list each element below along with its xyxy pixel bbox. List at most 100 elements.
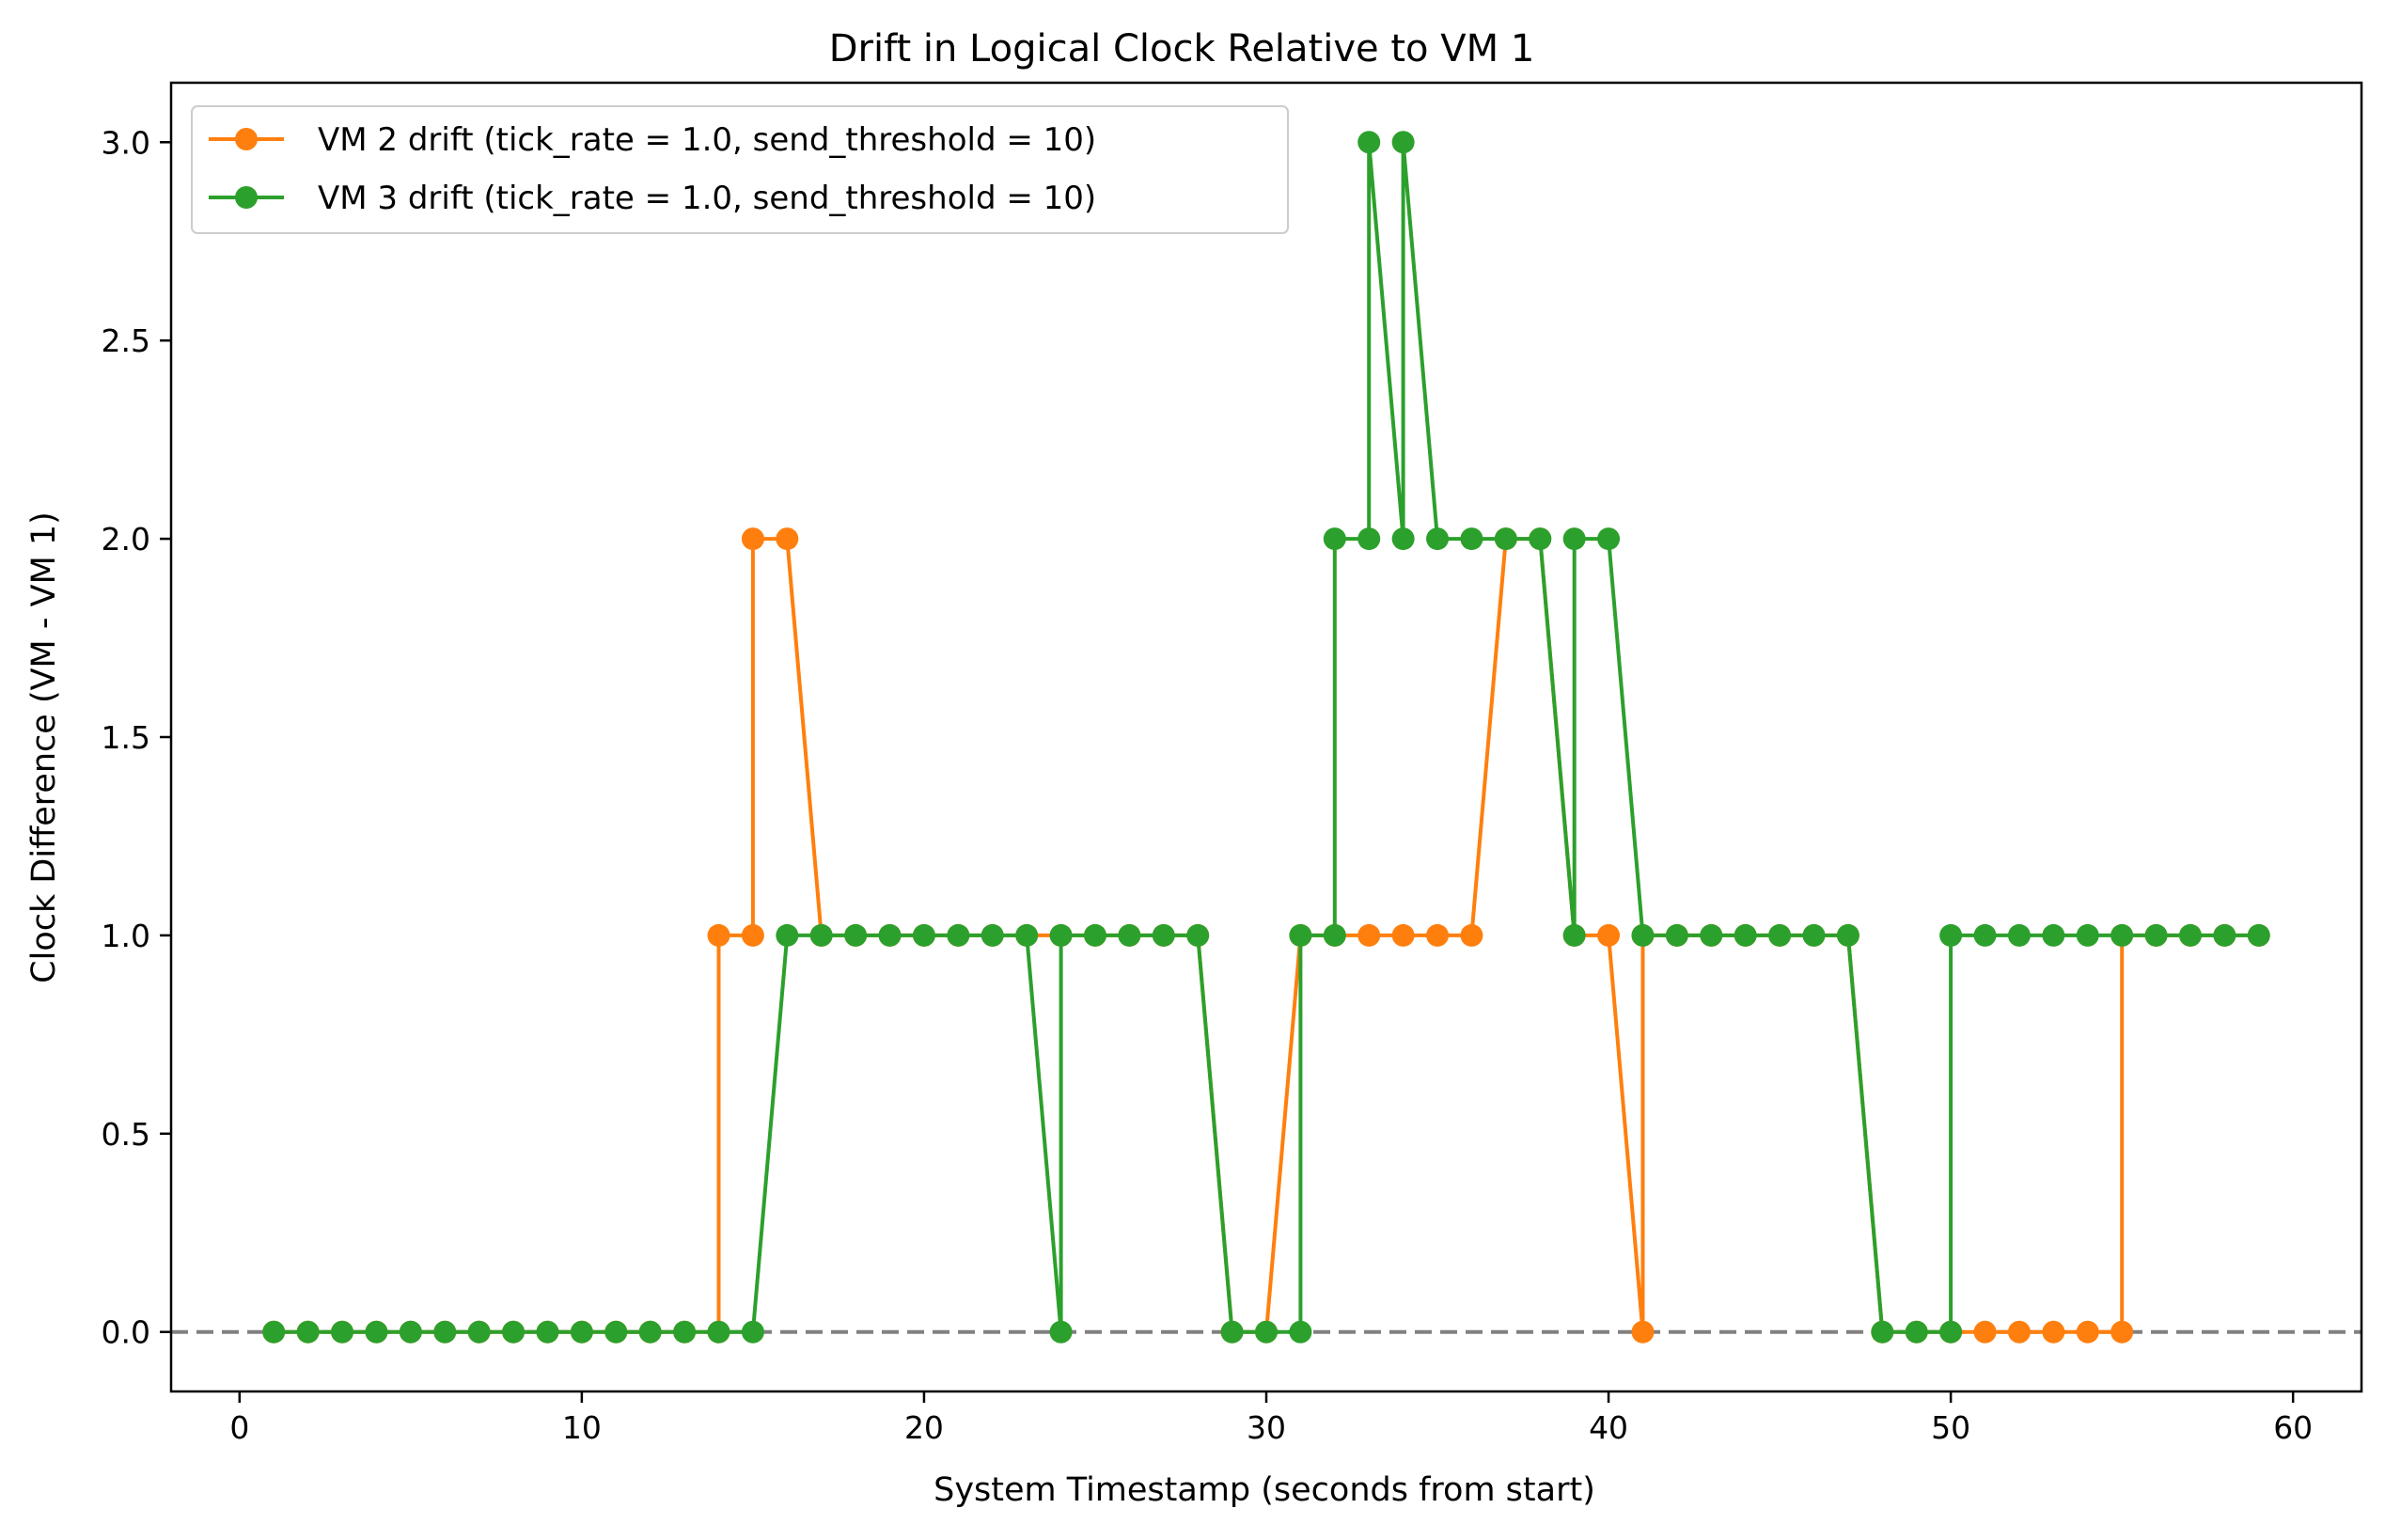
data-point-vm2-37 (1460, 923, 1483, 947)
data-point-vm2-42 (1631, 1320, 1655, 1344)
y-tick-label-2: 1.0 (102, 918, 150, 954)
data-point-vm3-35 (1357, 527, 1381, 551)
x-tick-label-50: 50 (1931, 1409, 1970, 1446)
x-tick-label-60: 60 (2273, 1409, 2313, 1446)
data-point-vm3-47 (1665, 923, 1688, 947)
x-tick-label-0: 0 (229, 1409, 249, 1446)
data-point-vm3-13 (707, 1320, 730, 1344)
data-point-vm2-57 (2110, 1320, 2134, 1344)
axes: 0 10 20 30 40 50 60 0.0 0.5 1.0 1.5 2.0 2.5 3.0 (102, 81, 2363, 1446)
data-point-vm3-65 (2247, 923, 2270, 947)
data-point-vm3-50 (1768, 923, 1792, 947)
data-point-vm3-6 (467, 1320, 491, 1344)
y-tick-label-0: 0.0 (102, 1314, 150, 1351)
data-point-vm2-15 (741, 923, 764, 947)
data-point-vm2-36 (1426, 923, 1450, 947)
data-point-vm3-26 (1118, 923, 1141, 947)
legend-label-vm2: VM 2 drift (tick_rate = 1.0, send_thresh… (318, 121, 1096, 159)
data-point-vm3-15 (776, 923, 799, 947)
data-point-vm3-16 (809, 923, 833, 947)
data-point-vm3-53 (1871, 1320, 1894, 1344)
data-point-vm3-59 (2042, 923, 2065, 947)
data-point-vm3-14 (741, 1320, 764, 1344)
plot-area (171, 131, 2361, 1344)
x-axis-label: System Timestamp (seconds from start) (934, 1471, 1595, 1509)
x-tick-label-10: 10 (562, 1409, 602, 1446)
data-point-vm3-19 (912, 923, 935, 947)
x-tick-label-40: 40 (1589, 1409, 1628, 1446)
data-point-vm3-11 (638, 1320, 662, 1344)
data-point-vm3-37 (1391, 527, 1415, 551)
data-point-vm3-40 (1460, 527, 1483, 551)
data-point-vm3-61 (2110, 923, 2134, 947)
y-tick-label-1: 0.5 (102, 1116, 150, 1153)
data-point-vm3-32 (1289, 923, 1312, 947)
y-tick-label-6: 3.0 (102, 124, 150, 161)
y-tick-label-5: 2.5 (102, 322, 150, 359)
x-tick-label-20: 20 (904, 1409, 944, 1446)
data-point-vm3-39 (1426, 527, 1450, 551)
data-point-vm2-56 (2076, 1320, 2099, 1344)
legend-marker-vm2 (235, 128, 258, 150)
data-point-vm3-5 (433, 1320, 457, 1344)
data-point-vm3-4 (399, 1320, 422, 1344)
data-point-vm3-1 (296, 1320, 320, 1344)
data-point-vm3-43 (1562, 923, 1586, 947)
data-point-vm3-57 (1973, 923, 1997, 947)
data-point-vm3-28 (1186, 923, 1210, 947)
data-point-vm2-17 (776, 527, 799, 551)
data-point-vm2-54 (2007, 1320, 2031, 1344)
data-point-vm3-10 (604, 1320, 628, 1344)
legend-label-vm3: VM 3 drift (tick_rate = 1.0, send_thresh… (318, 180, 1096, 217)
data-point-vm3-31 (1289, 1320, 1312, 1344)
data-point-vm3-54 (1905, 1320, 1928, 1344)
data-point-vm2-34 (1357, 923, 1381, 947)
data-point-vm3-12 (673, 1320, 697, 1344)
data-point-vm3-8 (536, 1320, 559, 1344)
y-tick-label-3: 1.5 (102, 719, 150, 756)
data-point-vm2-16 (741, 527, 764, 551)
legend-box (191, 105, 1289, 234)
data-point-vm3-49 (1734, 923, 1757, 947)
data-point-vm3-7 (502, 1320, 526, 1344)
data-point-vm2-55 (2042, 1320, 2065, 1344)
data-point-vm3-27 (1152, 923, 1175, 947)
data-point-vm3-58 (2007, 923, 2031, 947)
x-tick-label-30: 30 (1247, 1409, 1286, 1446)
data-point-vm3-9 (570, 1320, 593, 1344)
y-axis-label: Clock Difference (VM - VM 1) (25, 511, 63, 983)
data-point-vm3-3 (365, 1320, 388, 1344)
data-point-vm3-51 (1802, 923, 1826, 947)
data-point-vm3-34 (1323, 527, 1346, 551)
data-point-vm2-35 (1391, 923, 1415, 947)
y-tick-label-4: 2.0 (102, 521, 150, 558)
data-point-vm3-55 (1939, 1320, 1963, 1344)
data-point-vm3-62 (2144, 923, 2168, 947)
data-point-vm3-33 (1323, 923, 1346, 947)
data-point-vm3-18 (878, 923, 902, 947)
data-point-vm3-38 (1391, 131, 1415, 154)
data-point-vm3-21 (981, 923, 1004, 947)
data-point-vm3-56 (1939, 923, 1963, 947)
data-point-vm3-64 (2213, 923, 2236, 947)
data-point-vm2-53 (1973, 1320, 1997, 1344)
data-point-vm3-29 (1220, 1320, 1244, 1344)
data-point-vm2-41 (1597, 923, 1621, 947)
data-point-vm3-30 (1255, 1320, 1278, 1344)
data-point-vm3-36 (1357, 131, 1381, 154)
data-point-vm3-63 (2178, 923, 2202, 947)
data-point-vm3-46 (1631, 923, 1655, 947)
legend-marker-vm3 (235, 186, 258, 209)
data-point-vm3-41 (1494, 527, 1517, 551)
data-point-vm3-48 (1700, 923, 1723, 947)
data-point-vm3-42 (1529, 527, 1552, 551)
data-point-vm3-24 (1049, 923, 1073, 947)
data-point-vm3-25 (1083, 923, 1106, 947)
data-point-vm3-0 (262, 1320, 286, 1344)
data-point-vm3-22 (1015, 923, 1039, 947)
data-point-vm2-14 (707, 923, 730, 947)
chart-title: Drift in Logical Clock Relative to VM 1 (829, 27, 1535, 71)
